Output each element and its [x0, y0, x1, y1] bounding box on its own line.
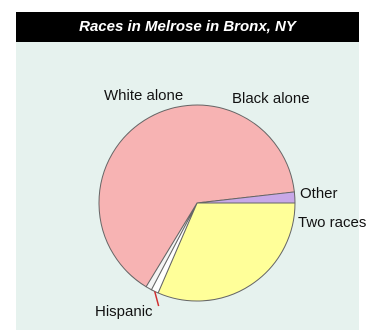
slice-label-white-alone: White alone — [104, 87, 183, 104]
slice-label-hispanic: Hispanic — [95, 303, 153, 320]
pie-slices — [98, 104, 296, 302]
slice-label-black-alone: Black alone — [232, 90, 310, 107]
pie-slice-hispanic — [98, 104, 295, 288]
pie-slice-black-alone — [157, 202, 296, 302]
pie-slice-white-alone — [196, 191, 296, 204]
slice-label-other: Other — [300, 185, 338, 202]
chart-title: Races in Melrose in Bronx, NY — [16, 12, 359, 42]
other-leader-line — [153, 291, 160, 307]
slice-label-two-races: Two races — [298, 214, 366, 231]
